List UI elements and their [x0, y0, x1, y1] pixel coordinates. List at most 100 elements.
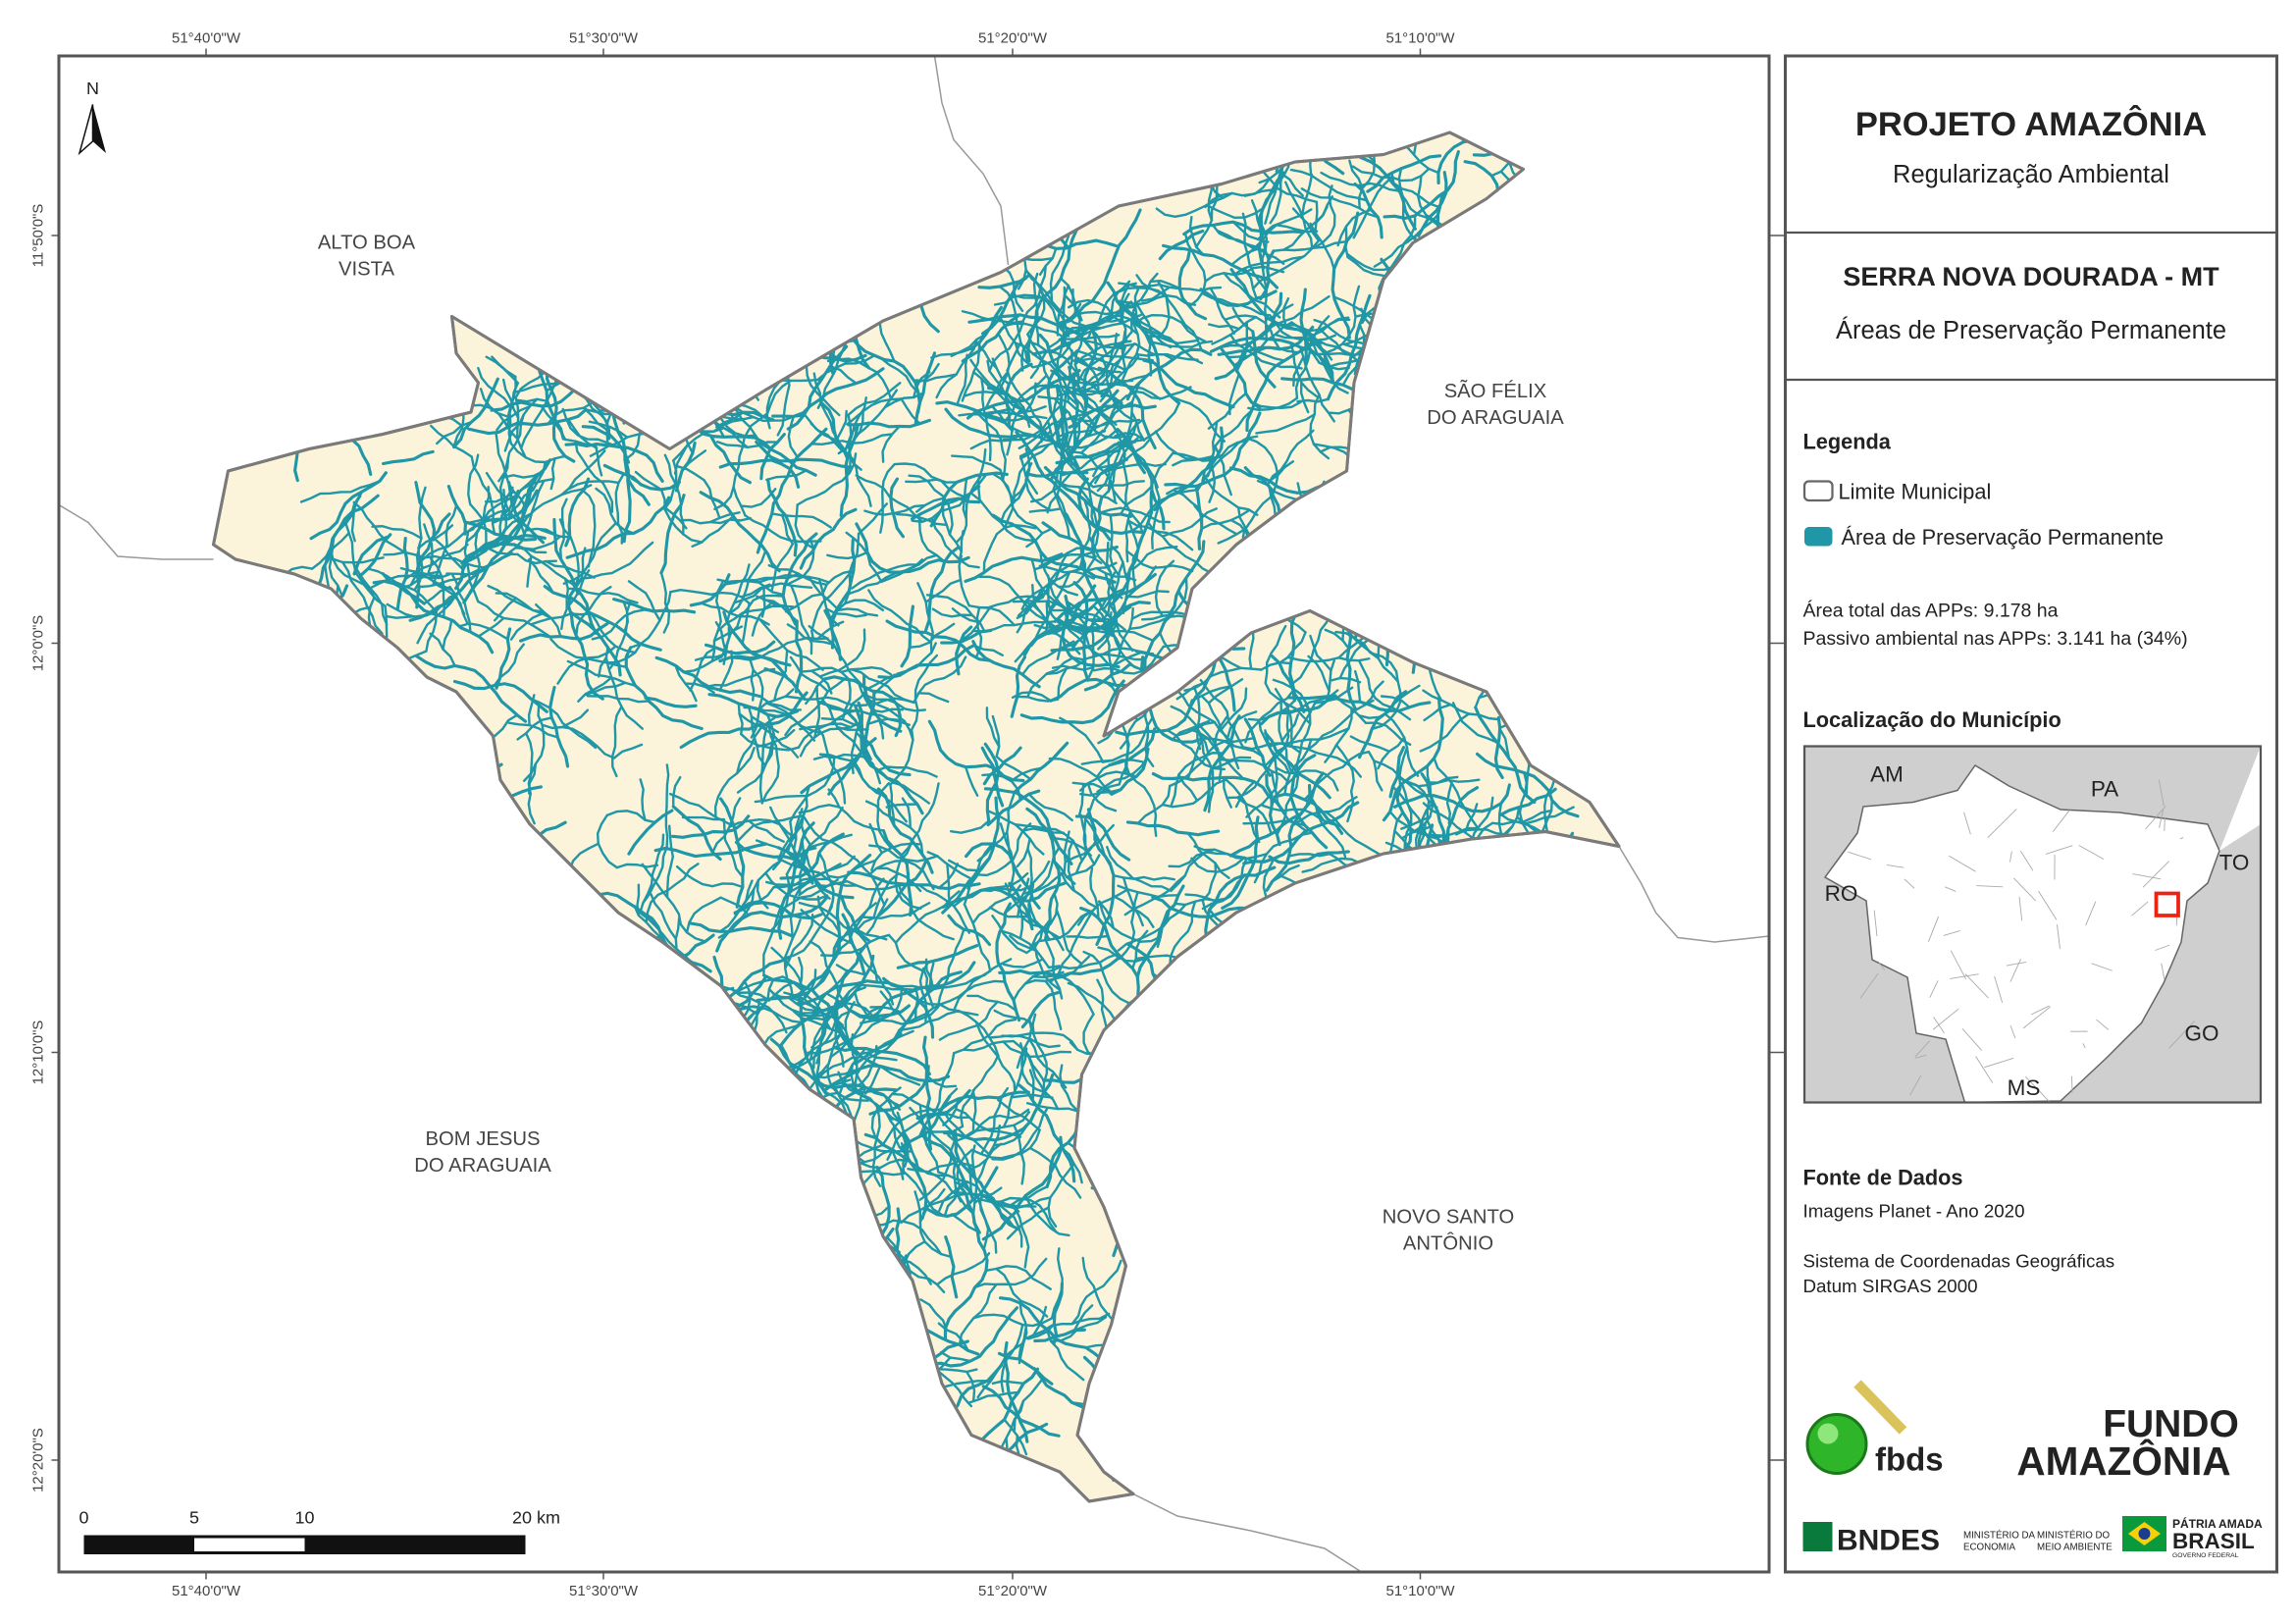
app-stream	[1096, 332, 1119, 383]
app-stream	[915, 497, 946, 513]
app-stream	[964, 552, 1064, 583]
app-stream	[528, 557, 554, 595]
app-stream	[840, 897, 871, 943]
app-stream	[813, 353, 867, 363]
app-stream	[966, 994, 1018, 1012]
app-stream	[1187, 737, 1205, 778]
app-stream	[1013, 741, 1070, 794]
app-stream	[947, 914, 992, 947]
app-stream	[1388, 746, 1406, 799]
app-stream	[913, 986, 919, 1021]
app-stream	[1272, 240, 1346, 252]
app-stream	[1117, 884, 1180, 899]
app-stream	[865, 1051, 898, 1062]
app-stream	[858, 952, 895, 1006]
latitude-label: 12°20'0"S	[30, 1428, 47, 1492]
app-stream	[516, 552, 558, 565]
app-stream	[995, 755, 1032, 781]
app-stream	[423, 585, 451, 605]
app-stream	[894, 842, 922, 910]
app-stream	[1073, 334, 1096, 412]
app-stream	[982, 746, 1022, 786]
app-stream	[329, 548, 387, 607]
app-stream	[1348, 159, 1364, 190]
app-stream	[830, 599, 885, 632]
app-stream	[1059, 974, 1095, 1016]
app-stream	[981, 1135, 1064, 1241]
app-stream	[1066, 854, 1101, 879]
app-stream	[909, 1270, 946, 1294]
app-stream	[590, 611, 637, 654]
app-stream	[493, 643, 525, 687]
app-stream	[1056, 384, 1070, 457]
app-stream	[943, 1220, 989, 1340]
neighbor-label: BOM JESUS DO ARAGUAIA	[414, 1128, 551, 1177]
app-stream	[530, 611, 593, 626]
app-stream	[740, 732, 801, 752]
app-stream	[1021, 827, 1066, 834]
app-stream	[889, 783, 896, 827]
app-stream	[821, 569, 856, 596]
app-stream	[755, 440, 853, 469]
app-stream	[1065, 393, 1089, 453]
inset-municipality-line	[2096, 1019, 2110, 1030]
app-stream	[1016, 837, 1031, 868]
app-stream	[796, 452, 858, 506]
app-stream	[395, 536, 409, 610]
app-stream	[332, 556, 385, 564]
app-stream	[833, 1046, 931, 1076]
app-stream	[1245, 340, 1324, 433]
app-stream	[1052, 488, 1070, 540]
app-stream	[715, 410, 745, 429]
app-stream	[681, 815, 726, 821]
app-stream	[1016, 1018, 1033, 1070]
app-stream	[452, 679, 548, 713]
app-stream	[566, 659, 637, 687]
app-stream	[467, 453, 480, 506]
app-stream	[777, 824, 804, 862]
app-stream	[1266, 429, 1315, 487]
app-stream	[1050, 909, 1095, 982]
app-stream	[970, 492, 1037, 543]
app-stream	[1211, 224, 1285, 265]
app-stream	[1077, 486, 1100, 554]
app-stream	[1001, 1031, 1079, 1051]
app-stream	[1096, 756, 1149, 793]
app-stream	[1112, 489, 1144, 534]
app-stream	[995, 902, 1021, 1022]
app-stream	[713, 747, 756, 818]
app-stream	[1289, 168, 1369, 202]
app-stream	[961, 310, 1024, 325]
inset-municipality-line	[1975, 1056, 1994, 1083]
app-stream	[694, 653, 727, 661]
app-stream	[1234, 780, 1256, 809]
app-stream	[591, 608, 656, 641]
app-stream	[543, 585, 662, 652]
app-stream	[1188, 216, 1205, 256]
app-stream	[612, 598, 697, 614]
app-stream	[1291, 620, 1329, 685]
app-stream	[1049, 235, 1070, 306]
app-stream	[1251, 239, 1321, 290]
app-stream	[671, 805, 722, 862]
app-stream	[1089, 866, 1100, 920]
app-stream	[913, 1190, 953, 1259]
app-stream	[1078, 788, 1122, 797]
app-stream	[908, 474, 954, 536]
app-stream	[1011, 461, 1033, 499]
app-stream	[975, 1124, 1002, 1184]
app-stream	[790, 584, 813, 655]
app-stream	[948, 859, 979, 872]
app-stream	[1119, 283, 1130, 315]
app-stream	[1172, 454, 1215, 467]
app-stream	[891, 1149, 905, 1180]
app-stream	[826, 550, 869, 560]
app-stream	[717, 888, 756, 939]
app-stream	[1061, 441, 1127, 477]
app-stream	[1206, 409, 1253, 478]
app-stream	[445, 567, 489, 576]
app-stream	[1122, 876, 1144, 927]
app-stream	[934, 1368, 978, 1374]
app-stream	[453, 542, 536, 591]
app-stream	[1069, 421, 1081, 452]
